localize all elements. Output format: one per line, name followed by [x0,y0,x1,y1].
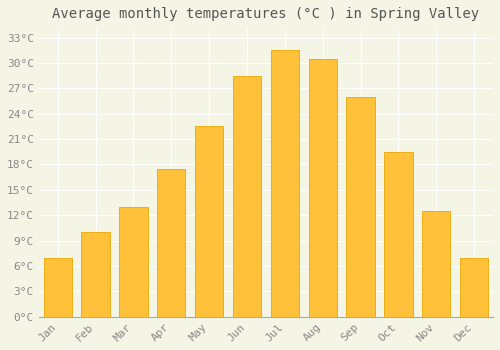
Bar [44,258,72,317]
Bar [119,207,148,317]
Title: Average monthly temperatures (°C ) in Spring Valley: Average monthly temperatures (°C ) in Sp… [52,7,480,21]
Bar [422,211,450,317]
Bar [460,258,488,317]
Bar [233,76,261,317]
Bar [82,232,110,317]
Bar [308,59,337,317]
Bar [270,50,299,317]
Bar [157,169,186,317]
Bar [195,126,224,317]
Bar [384,152,412,317]
Bar [346,97,375,317]
